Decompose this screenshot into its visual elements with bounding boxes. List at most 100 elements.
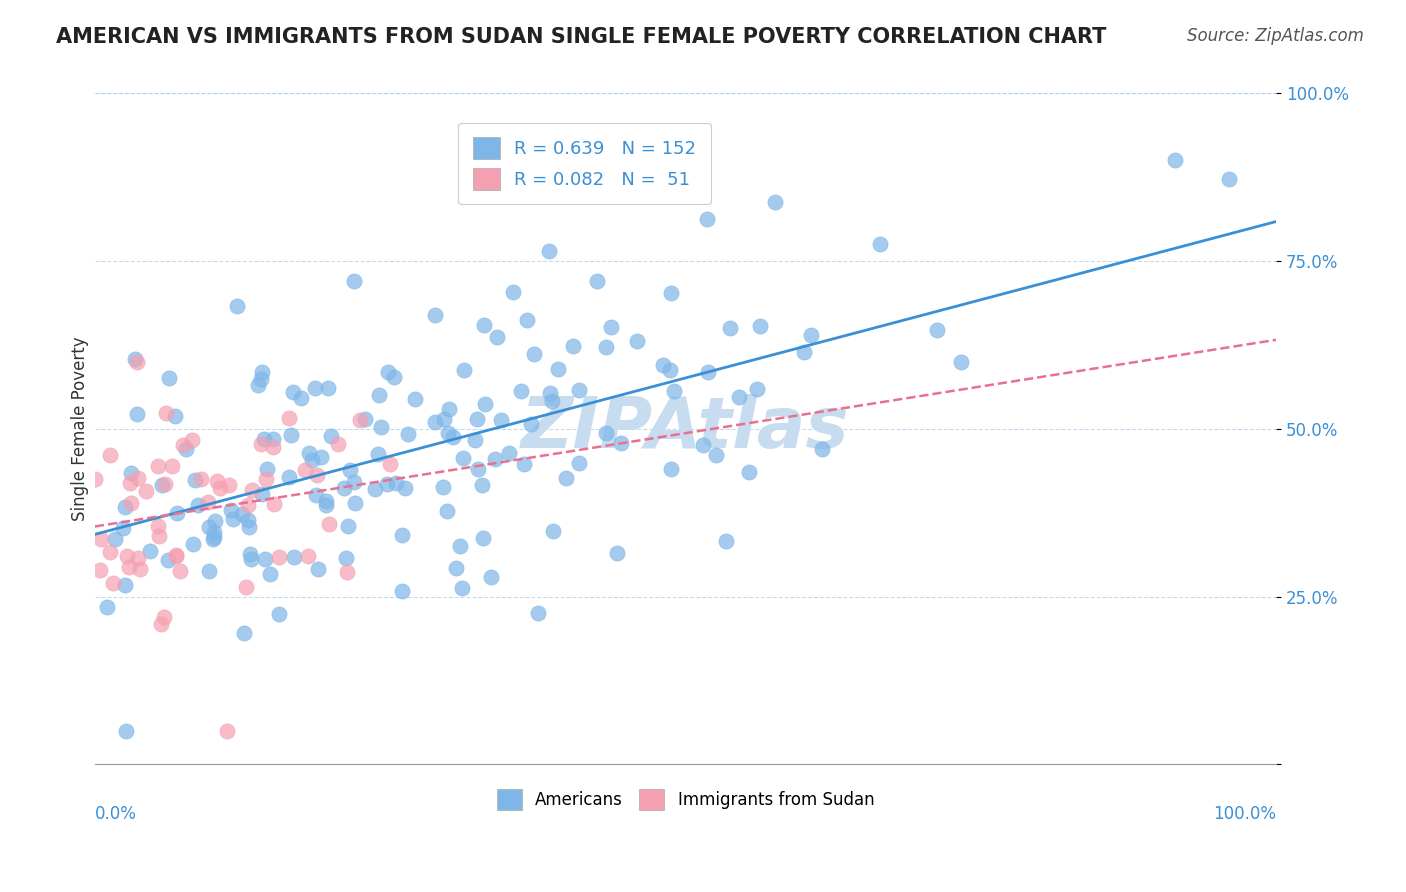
Point xyxy=(226,299,249,313)
Point xyxy=(436,503,458,517)
Point xyxy=(439,401,461,416)
Point xyxy=(267,607,290,621)
Point xyxy=(706,448,728,462)
Point xyxy=(202,533,225,547)
Point xyxy=(127,471,149,485)
Point xyxy=(155,477,177,491)
Point xyxy=(336,565,359,579)
Point xyxy=(467,462,489,476)
Point xyxy=(166,506,188,520)
Point xyxy=(165,549,187,563)
Point xyxy=(240,551,263,566)
Point xyxy=(595,426,617,441)
Point xyxy=(163,409,186,424)
Point xyxy=(568,456,591,470)
Point xyxy=(166,548,188,562)
Point xyxy=(555,471,578,485)
Point xyxy=(727,390,749,404)
Point xyxy=(280,428,302,442)
Point xyxy=(610,436,633,450)
Point xyxy=(423,415,446,429)
Point xyxy=(281,385,304,400)
Point xyxy=(174,442,197,456)
Point xyxy=(484,451,506,466)
Point xyxy=(117,560,139,574)
Point xyxy=(391,528,413,542)
Point xyxy=(129,562,152,576)
Point xyxy=(111,521,134,535)
Point xyxy=(238,513,260,527)
Point xyxy=(540,393,562,408)
Point xyxy=(502,285,524,300)
Point xyxy=(586,274,609,288)
Point xyxy=(198,520,221,534)
Point xyxy=(600,320,623,334)
Text: ZIPAtlas: ZIPAtlas xyxy=(522,394,849,463)
Point xyxy=(949,355,972,369)
Point xyxy=(240,483,263,497)
Point xyxy=(239,548,262,562)
Point xyxy=(538,244,561,259)
Point xyxy=(343,475,366,489)
Point xyxy=(90,532,112,546)
Point xyxy=(450,539,472,553)
Point xyxy=(96,599,118,614)
Point xyxy=(184,473,207,487)
Point xyxy=(394,481,416,495)
Point xyxy=(425,308,447,322)
Point xyxy=(800,328,823,343)
Point xyxy=(509,384,531,398)
Point xyxy=(651,359,673,373)
Point xyxy=(124,351,146,366)
Point xyxy=(250,437,273,451)
Point xyxy=(301,453,323,467)
Point xyxy=(250,372,273,386)
Point xyxy=(344,495,367,509)
Point xyxy=(343,274,366,288)
Point xyxy=(277,470,299,484)
Point xyxy=(512,458,534,472)
Point xyxy=(208,481,231,495)
Point xyxy=(692,438,714,452)
Point xyxy=(304,381,326,395)
Point xyxy=(115,549,138,563)
Point xyxy=(763,194,786,209)
Text: AMERICAN VS IMMIGRANTS FROM SUDAN SINGLE FEMALE POVERTY CORRELATION CHART: AMERICAN VS IMMIGRANTS FROM SUDAN SINGLE… xyxy=(56,27,1107,46)
Point xyxy=(297,549,319,563)
Point xyxy=(157,371,180,385)
Point xyxy=(127,407,149,421)
Point xyxy=(89,563,111,577)
Point xyxy=(157,553,180,567)
Point xyxy=(155,406,177,420)
Text: 0.0%: 0.0% xyxy=(94,805,136,822)
Point xyxy=(198,565,221,579)
Text: Source: ZipAtlas.com: Source: ZipAtlas.com xyxy=(1187,27,1364,45)
Point xyxy=(659,286,682,301)
Point xyxy=(370,420,392,434)
Point xyxy=(231,507,253,521)
Point xyxy=(367,447,389,461)
Point xyxy=(479,570,502,584)
Point xyxy=(451,582,474,596)
Point xyxy=(247,377,270,392)
Point xyxy=(217,723,239,738)
Point xyxy=(626,334,648,349)
Point xyxy=(696,212,718,227)
Point xyxy=(290,392,312,406)
Point xyxy=(153,609,176,624)
Point xyxy=(304,488,326,502)
Point xyxy=(309,450,332,464)
Point xyxy=(160,459,183,474)
Point xyxy=(120,467,142,481)
Point xyxy=(263,497,285,511)
Point xyxy=(437,425,460,440)
Point xyxy=(315,498,337,512)
Point xyxy=(114,500,136,514)
Point xyxy=(104,532,127,546)
Y-axis label: Single Female Poverty: Single Female Poverty xyxy=(72,336,89,521)
Point xyxy=(486,329,509,343)
Point xyxy=(793,344,815,359)
Point xyxy=(278,410,301,425)
Point xyxy=(118,475,141,490)
Point xyxy=(364,483,387,497)
